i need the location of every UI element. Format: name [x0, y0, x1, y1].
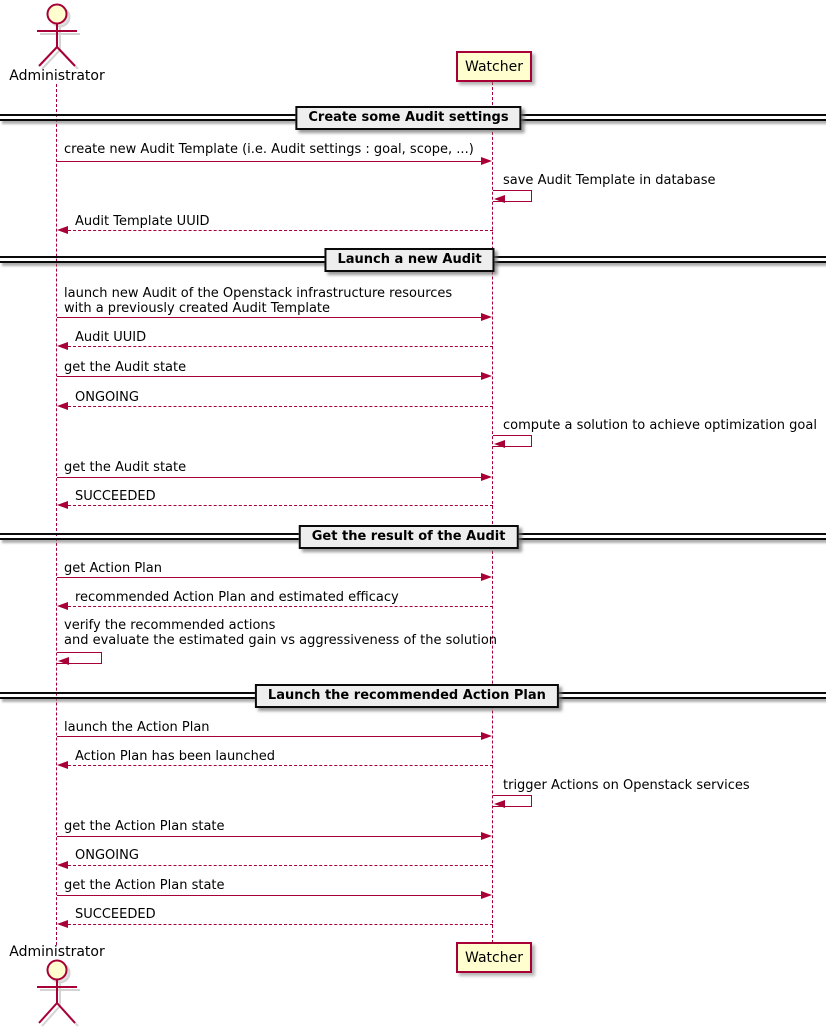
message-line: [68, 924, 493, 925]
watcher-label-bottom: Watcher: [465, 949, 523, 966]
message-label: SUCCEEDED: [75, 907, 156, 922]
arrowhead-left-icon: [57, 761, 68, 769]
message-label: get the Action Plan state: [64, 878, 225, 893]
arrowhead-left-icon: [57, 602, 68, 610]
arrowhead-right-icon: [481, 372, 492, 380]
arrowhead-left-icon: [57, 342, 68, 350]
self-message-loop: [57, 652, 102, 664]
arrowhead-right-icon: [481, 313, 492, 321]
section-divider: Get the result of the Audit: [0, 525, 826, 550]
self-message-loop: [493, 795, 532, 807]
message-line: [57, 376, 482, 377]
message-label: get the Audit state: [64, 460, 187, 475]
message-line: [68, 346, 493, 347]
message-line: [57, 736, 482, 737]
section-title: Launch a new Audit: [324, 248, 495, 272]
message-label: Audit Template UUID: [75, 214, 210, 229]
watcher-lifeline: [492, 82, 493, 943]
arrowhead-right-icon: [481, 891, 492, 899]
section-divider: Launch the recommended Action Plan: [0, 684, 826, 709]
arrowhead-right-icon: [481, 732, 492, 740]
message-label: get the Action Plan state: [64, 819, 225, 834]
message-label: ONGOING: [75, 390, 139, 405]
message-line: [57, 317, 482, 318]
message-label: launch new Audit of the Openstack infras…: [64, 286, 453, 316]
message-line: [68, 406, 493, 407]
message-label: create new Audit Template (i.e. Audit se…: [64, 142, 474, 157]
self-message-loop: [493, 190, 532, 202]
watcher-box-top: Watcher: [456, 51, 532, 82]
actor-icon: [26, 959, 88, 1030]
self-message-loop: [493, 435, 532, 447]
message-label: save Audit Template in database: [503, 173, 716, 188]
message-label: SUCCEEDED: [75, 489, 156, 504]
section-divider: Launch a new Audit: [0, 248, 826, 273]
arrowhead-right-icon: [481, 157, 492, 165]
arrowhead-right-icon: [481, 832, 492, 840]
message-line: [68, 865, 493, 866]
arrowhead-left-icon: [494, 195, 505, 203]
message-label: Action Plan has been launched: [75, 749, 276, 764]
message-line: [68, 505, 493, 506]
message-line: [57, 836, 482, 837]
arrowhead-left-icon: [57, 920, 68, 928]
arrowhead-left-icon: [494, 800, 505, 808]
message-line: [57, 477, 482, 478]
arrowhead-right-icon: [481, 573, 492, 581]
message-line: [57, 161, 482, 162]
message-label: compute a solution to achieve optimizati…: [503, 418, 817, 433]
section-title: Launch the recommended Action Plan: [254, 684, 559, 708]
administrator-label-top: Administrator: [9, 68, 105, 84]
watcher-box-bottom: Watcher: [456, 942, 532, 973]
message-line: [57, 895, 482, 896]
section-title: Get the result of the Audit: [298, 525, 519, 549]
arrowhead-left-icon: [494, 440, 505, 448]
message-label: verify the recommended actions and evalu…: [64, 618, 498, 648]
message-label: ONGOING: [75, 848, 139, 863]
actor-icon: [26, 3, 88, 73]
arrowhead-left-icon: [57, 402, 68, 410]
message-label: Audit UUID: [75, 330, 147, 345]
arrowhead-left-icon: [58, 657, 69, 665]
arrowhead-right-icon: [481, 473, 492, 481]
message-label: get Action Plan: [64, 561, 162, 576]
message-line: [57, 577, 482, 578]
message-label: recommended Action Plan and estimated ef…: [75, 590, 399, 605]
administrator-lifeline: [56, 84, 57, 945]
arrowhead-left-icon: [57, 226, 68, 234]
message-label: trigger Actions on Openstack services: [503, 778, 750, 793]
message-line: [68, 765, 493, 766]
section-divider: Create some Audit settings: [0, 106, 826, 131]
message-line: [68, 230, 493, 231]
arrowhead-left-icon: [57, 501, 68, 509]
message-label: launch the Action Plan: [64, 720, 210, 735]
arrowhead-left-icon: [57, 861, 68, 869]
watcher-label-top: Watcher: [465, 58, 523, 75]
section-title: Create some Audit settings: [295, 106, 522, 130]
message-label: get the Audit state: [64, 360, 187, 375]
administrator-label-bottom: Administrator: [9, 944, 105, 960]
message-line: [68, 606, 493, 607]
